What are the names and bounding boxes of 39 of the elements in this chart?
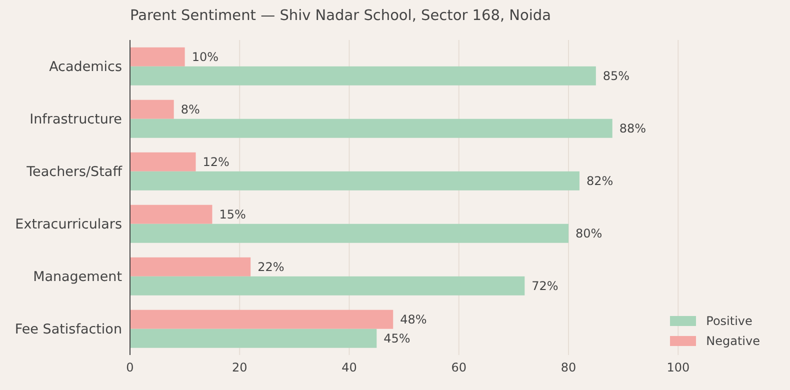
bar: [130, 118, 612, 138]
chart-title: Parent Sentiment — Shiv Nadar School, Sector 168, Noida: [130, 8, 552, 24]
data-label: 82%: [586, 174, 614, 188]
y-tick-label: Teachers/Staff: [26, 164, 123, 180]
data-label: 80%: [576, 226, 602, 240]
bar: [130, 100, 174, 119]
bar: [130, 171, 580, 190]
data-label: 8%: [180, 102, 200, 116]
data-label: 88%: [619, 121, 646, 136]
y-tick-label: Management: [33, 269, 122, 286]
x-tick-label: 20: [232, 360, 248, 375]
bar: [130, 152, 196, 172]
x-tick-label: 80: [560, 360, 576, 375]
bar: [130, 224, 569, 243]
bar: [130, 66, 596, 86]
data-label: 10%: [192, 50, 218, 64]
data-label: 15%: [219, 207, 246, 222]
data-label: 22%: [258, 260, 284, 274]
legend-label: Positive: [706, 314, 752, 328]
x-tick-label: 0: [126, 360, 134, 375]
x-tick-label: 100: [666, 360, 690, 375]
bar: [130, 257, 251, 276]
bar: [130, 310, 394, 329]
data-label: 12%: [202, 154, 230, 169]
y-tick-label: Extracurriculars: [15, 216, 122, 233]
x-tick-label: 40: [342, 360, 357, 375]
legend-label: Negative: [706, 334, 760, 348]
data-label: 85%: [602, 68, 630, 83]
bar: [130, 204, 212, 224]
y-tick-label: Academics: [49, 59, 122, 76]
y-tick-label: Fee Satisfaction: [14, 322, 122, 338]
data-label: 72%: [532, 278, 558, 293]
bar: [130, 276, 525, 296]
y-tick-label: Infrastructure: [30, 112, 122, 128]
bar: [130, 328, 377, 348]
x-tick-label: 60: [451, 360, 467, 375]
data-label: 45%: [384, 331, 410, 346]
bar: [130, 47, 185, 66]
data-label: 48%: [400, 312, 427, 326]
